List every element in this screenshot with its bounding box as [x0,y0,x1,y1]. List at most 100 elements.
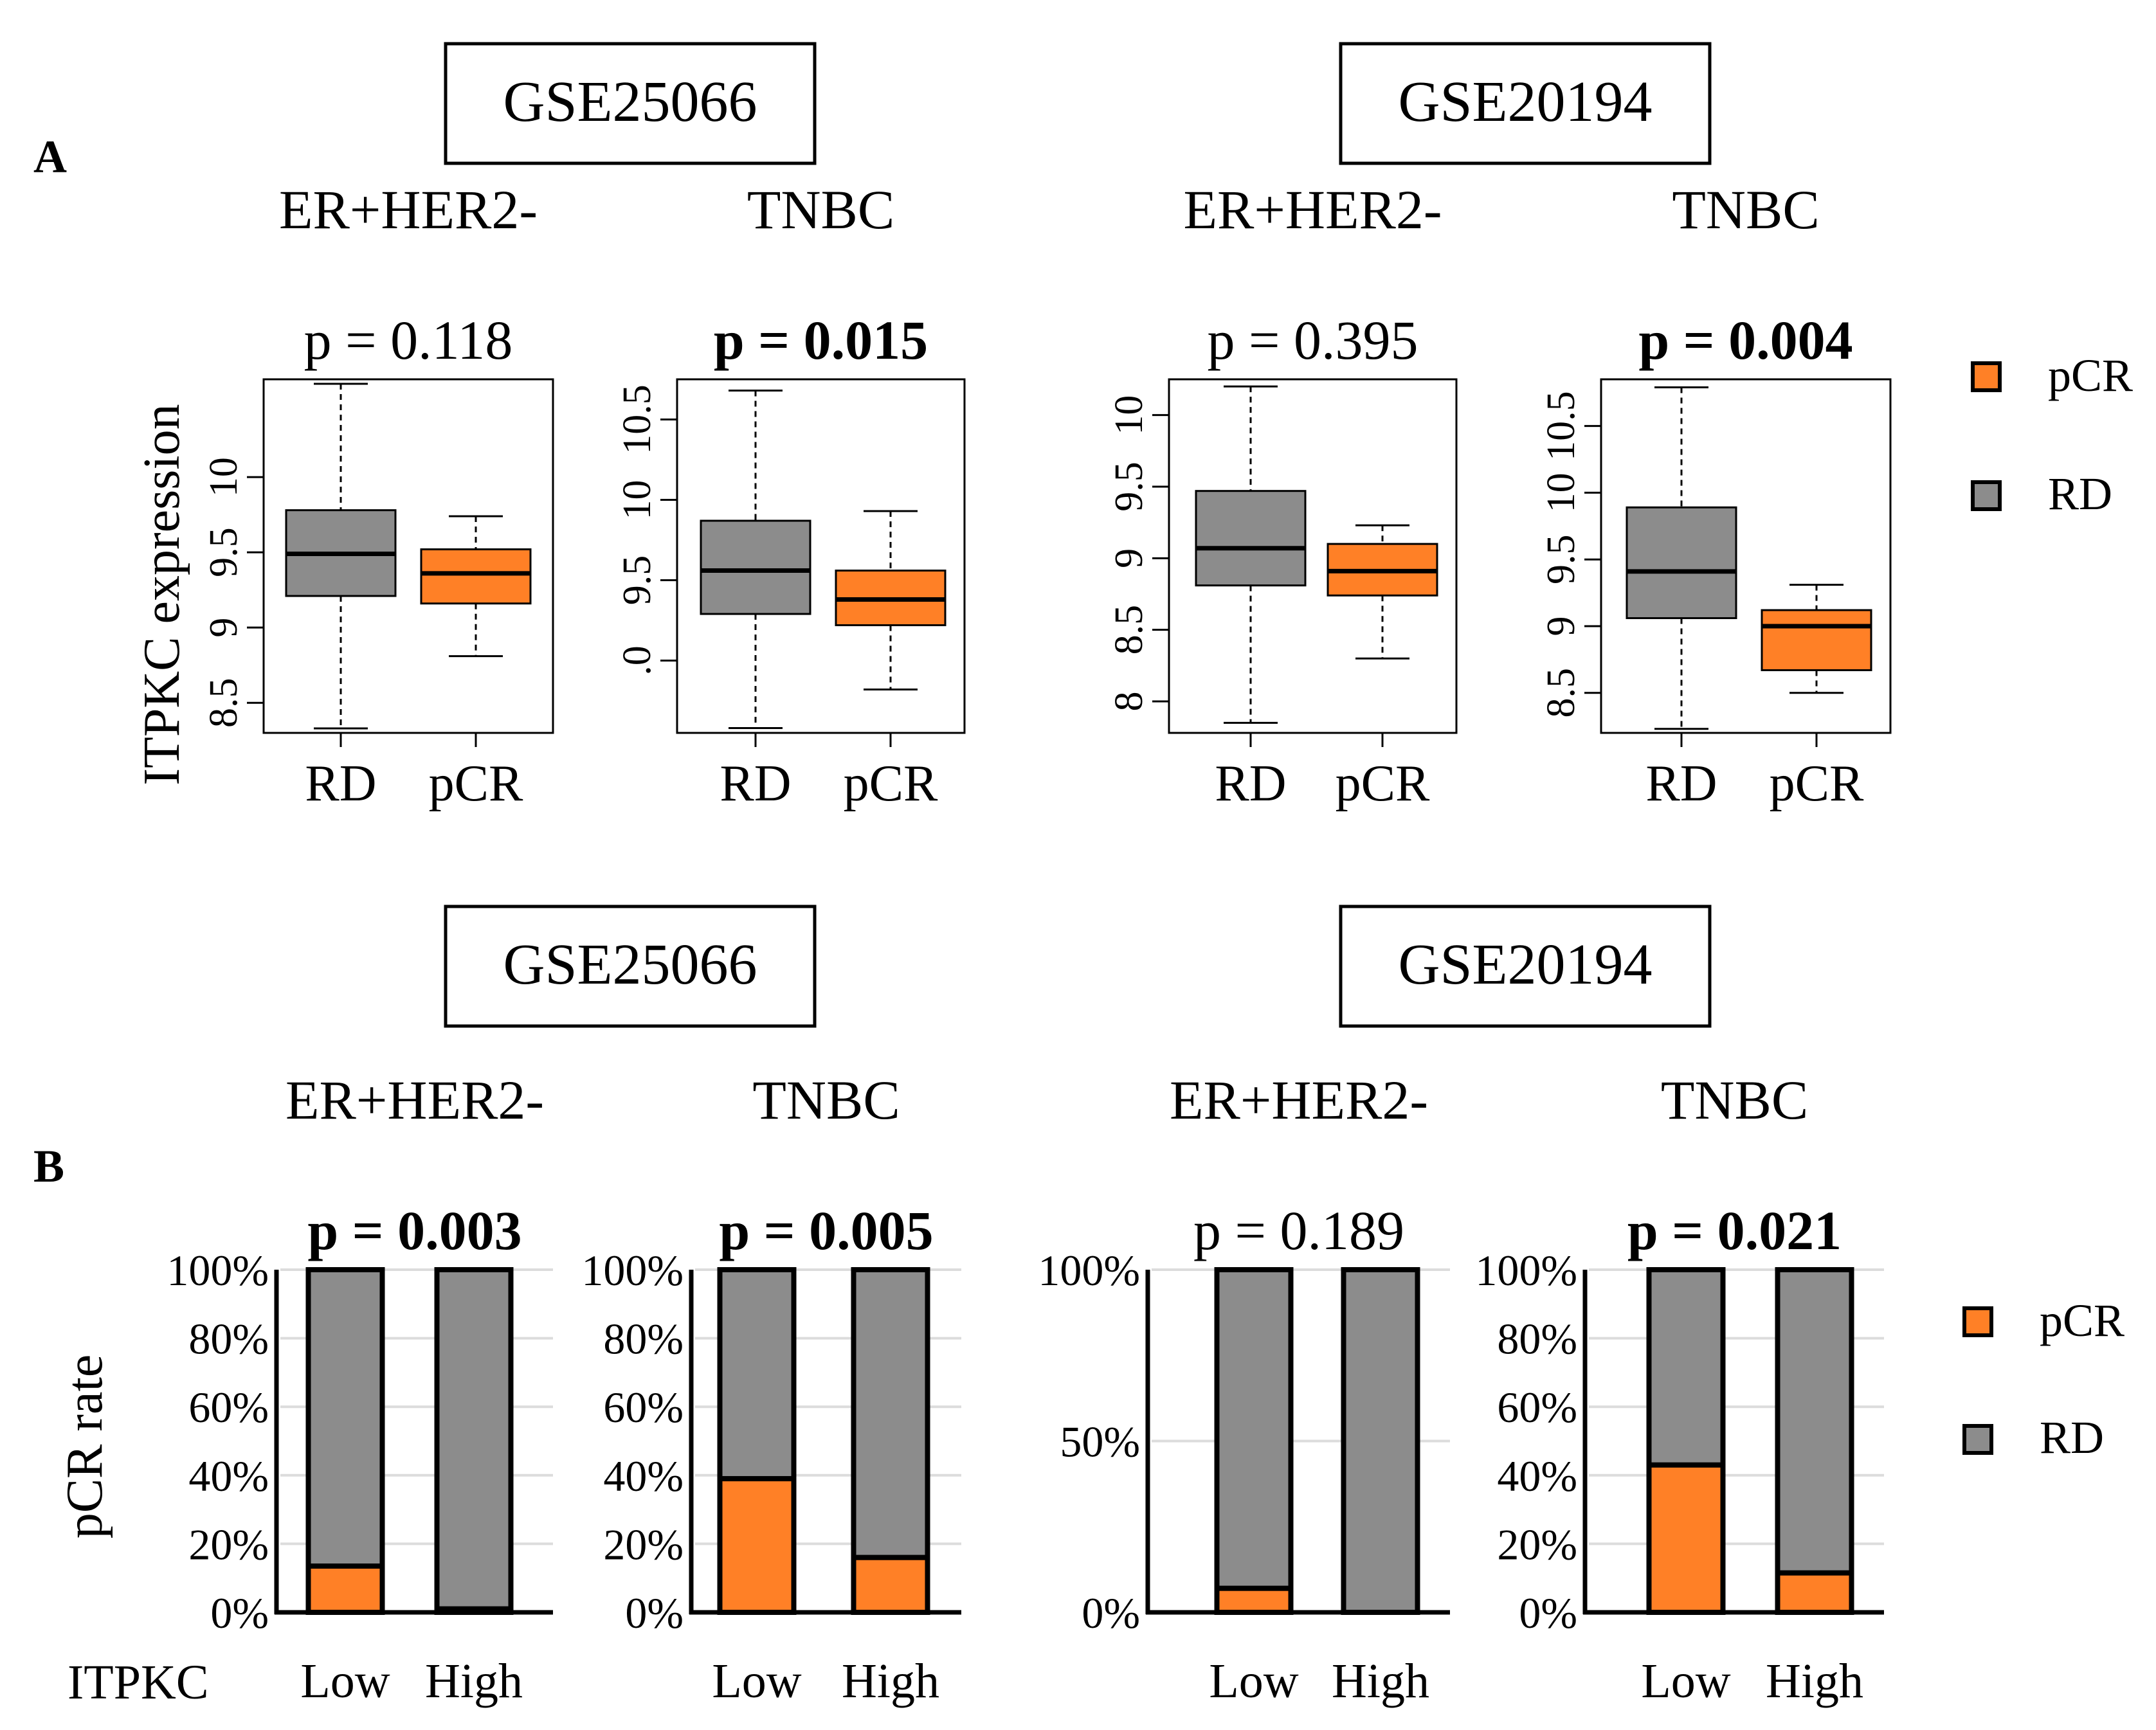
legend-rd-label: RD [2048,468,2112,519]
subplot-subtitle: TNBC [752,1069,900,1131]
y-tick-label: 100% [581,1246,684,1295]
y-tick-label: 60% [1497,1383,1577,1432]
boxplot-gse25066-er-her2: ER+HER2- p = 0.118 8.5 9 9.5 10 RD pCR [202,179,554,812]
bar-segment-rd [1214,1267,1294,1591]
dataset-title: GSE25066 [503,933,757,996]
x-tick-label: RD [1645,755,1717,812]
x-tick-label: RD [305,755,376,812]
legend-pcr-swatch [1962,1306,1993,1337]
subplot-subtitle: ER+HER2- [1183,179,1442,240]
y-tick-label: 80% [1497,1315,1577,1364]
dataset-box-a-right: GSE20194 [1339,42,1712,165]
plot-frame [1600,378,1892,734]
y-axis-label-b: pCR rate [57,1355,113,1539]
bar-segment-rd [717,1267,797,1482]
legend-bottom: pCR RD [1962,1295,2124,1463]
y-tick-label: 9.5 [615,555,659,606]
y-tick-label: 60% [188,1383,269,1432]
barchart-gse25066-tnbc: TNBC p = 0.005 0% 20% 40% 60% 80% 100% Low High [581,1069,961,1708]
barchart-gse20194-er-her2: ER+HER2- p = 0.189 0% 50% 100% Low High [1038,1069,1450,1708]
y-tick-label: 10 [202,457,246,497]
p-value-label: p = 0.189 [1193,1200,1404,1261]
bar-segment-rd [305,1267,385,1569]
y-tick-label: 10.5 [615,384,659,455]
y-tick-label: 9.5 [1107,462,1151,512]
y-tick-label: 20% [1497,1520,1577,1569]
bar-segment-pcr [851,1554,930,1615]
bar-segment-pcr [717,1476,797,1615]
y-tick-label: 9.5 [202,527,246,577]
y-tick-label: 9 [1539,616,1583,636]
x-tick-label: High [1766,1654,1863,1708]
y-tick-label: 9 [1107,548,1151,568]
dataset-title: GSE20194 [1398,70,1652,134]
p-value-label: p = 0.004 [1638,309,1853,371]
bar-segment-rd [851,1267,930,1560]
legend-pcr-swatch [1971,361,2002,392]
dataset-box-a-left: GSE25066 [444,42,817,165]
x-tick-label: RD [1215,755,1286,812]
box-rd [1626,506,1737,620]
legend-rd-swatch [1971,480,2002,511]
boxplot-gse25066-tnbc: TNBC p = 0.015 .0 9.5 10 10.5 RD pCR [615,179,966,812]
dataset-box-b-left: GSE25066 [444,905,817,1028]
subplot-subtitle: TNBC [1672,179,1819,240]
legend-top: pCR RD [1971,350,2133,519]
x-tick-label: Low [1209,1654,1298,1708]
y-tick-label: 40% [188,1452,269,1500]
y-tick-label: 0% [1519,1589,1577,1637]
y-tick-label: 8.5 [1539,668,1583,718]
x-tick-label: pCR [1770,755,1864,812]
y-tick-label: 0% [210,1589,269,1637]
y-tick-label: 40% [1497,1452,1577,1500]
y-tick-label: 60% [603,1383,684,1432]
y-tick-label: 10 [1107,395,1151,435]
p-value-label: p = 0.118 [304,309,513,371]
p-value-label: p = 0.003 [307,1200,521,1261]
barchart-gse20194-tnbc: TNBC p = 0.021 0% 20% 40% 60% 80% 100% Low High [1475,1069,1884,1708]
y-tick-label: 8.5 [202,678,246,728]
plot-frame [1168,378,1458,734]
dataset-box-b-right: GSE20194 [1339,905,1712,1028]
subplot-subtitle: TNBC [1661,1069,1808,1131]
box-rd [1195,490,1307,587]
bar-segment-rd [1646,1267,1726,1468]
bar-segment-pcr [1775,1570,1854,1616]
subplot-subtitle: ER+HER2- [285,1069,544,1131]
y-tick-label: 0% [625,1589,684,1637]
subplot-subtitle: ER+HER2- [1170,1069,1428,1131]
boxplot-gse20194-er-her2: ER+HER2- p = 0.395 8 8.5 9 9.5 10 RD pCR [1107,179,1458,812]
y-tick-label: 80% [188,1315,269,1364]
p-value-label: p = 0.005 [719,1200,933,1261]
legend-rd-label: RD [2040,1412,2104,1463]
y-tick-label: 40% [603,1452,684,1500]
y-tick-label: 10.5 [1539,391,1583,461]
p-value-label: p = 0.015 [714,309,928,371]
box-rd [700,519,811,615]
x-tick-label: High [1332,1654,1429,1708]
y-tick-label: 100% [1038,1246,1140,1295]
y-tick-label: 8.5 [1107,605,1151,655]
panel-b-letter: B [33,1140,64,1192]
y-tick-label: 80% [603,1315,684,1364]
p-value-label: p = 0.395 [1207,309,1418,371]
y-tick-label: 20% [188,1520,269,1569]
bar-segment-rd [1775,1267,1854,1576]
dataset-title: GSE25066 [503,70,757,134]
y-tick-label: 9 [202,618,246,638]
x-tick-label: Low [1641,1654,1730,1708]
x-tick-label: RD [720,755,791,812]
y-tick-label: .0 [615,645,659,676]
legend-pcr-label: pCR [2048,350,2133,401]
bar-segment-pcr [1214,1585,1294,1615]
x-tick-label: Low [300,1654,390,1708]
y-tick-label: 9.5 [1539,534,1583,584]
legend-pcr-label: pCR [2040,1295,2124,1346]
plot-frame [676,378,966,734]
y-tick-label: 20% [603,1520,684,1569]
subplot-subtitle: ER+HER2- [279,179,538,240]
y-tick-label: 10 [615,480,659,520]
plot-frame [262,378,554,734]
y-tick-label: 50% [1060,1418,1140,1466]
